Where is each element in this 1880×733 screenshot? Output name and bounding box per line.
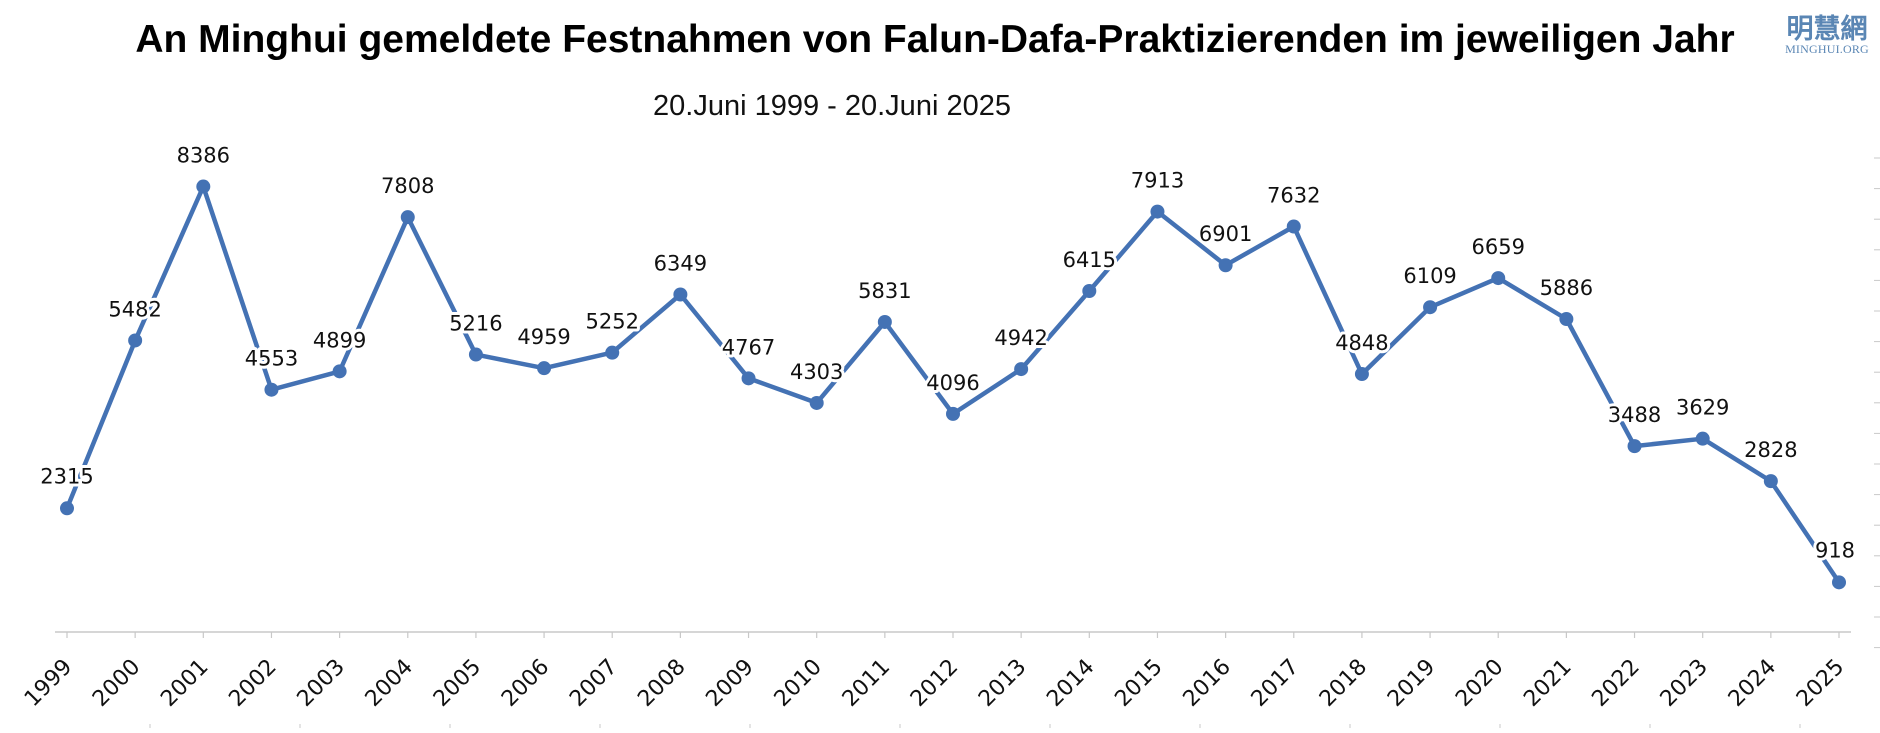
data-point	[1014, 362, 1029, 377]
data-label: 3488	[1608, 403, 1661, 427]
data-point	[1559, 312, 1574, 327]
x-tick-label: 2018	[1315, 655, 1372, 712]
data-point	[196, 179, 211, 194]
x-tick-label: 2019	[1383, 655, 1440, 712]
x-tick-label: 2004	[361, 655, 418, 712]
data-point	[1286, 219, 1301, 234]
data-label: 4096	[926, 371, 979, 395]
logo-chinese-text: 明慧網	[1787, 13, 1868, 45]
data-label: 7632	[1267, 184, 1320, 208]
data-point	[673, 287, 688, 302]
data-label: 8386	[177, 144, 230, 168]
x-tick-label: 2023	[1656, 655, 1713, 712]
data-label: 3629	[1676, 396, 1729, 420]
x-tick-label: 2012	[906, 655, 963, 712]
right-axis-ticks	[1874, 157, 1880, 649]
data-label: 4942	[994, 326, 1047, 350]
data-point	[1695, 431, 1710, 446]
x-tick-label: 2013	[974, 655, 1031, 712]
x-tick-label: 2001	[156, 655, 213, 712]
data-point	[468, 347, 483, 362]
x-tick-label: 2002	[224, 655, 281, 712]
data-label: 4303	[790, 360, 843, 384]
x-tick-label: 2000	[88, 655, 145, 712]
data-labels: 2315 5482 8386 4553 4899 7808 5216 4959 5252 6349…	[37, 141, 1858, 566]
data-point	[605, 345, 620, 360]
data-label: 4899	[313, 328, 366, 352]
data-point	[128, 333, 143, 348]
x-tick-label: 2016	[1179, 655, 1236, 712]
data-point	[60, 501, 74, 516]
data-label: 6109	[1403, 264, 1456, 288]
data-point	[1423, 300, 1438, 315]
x-tick-label: 2017	[1247, 655, 1304, 712]
data-label: 6349	[654, 252, 707, 276]
data-point	[1491, 271, 1506, 286]
x-tick-label: 2009	[702, 655, 759, 712]
data-point	[1218, 258, 1233, 273]
data-point	[400, 210, 415, 225]
x-tick-label: 2022	[1588, 655, 1645, 712]
x-tick-label: 2021	[1519, 655, 1576, 712]
x-tick-label: 2011	[838, 655, 895, 712]
x-tick-label: 2008	[633, 655, 690, 712]
data-label: 5482	[108, 297, 161, 321]
data-label: 6901	[1199, 222, 1252, 246]
data-label: 4767	[722, 335, 775, 359]
data-point	[537, 361, 552, 376]
x-tick-label: 2007	[565, 655, 622, 712]
x-tick-label: 2003	[293, 655, 350, 712]
data-label: 6659	[1472, 235, 1525, 259]
data-label: 5252	[586, 310, 639, 334]
data-label: 4959	[517, 325, 570, 349]
x-tick-label: 2015	[1110, 655, 1167, 712]
data-label: 2315	[40, 464, 93, 488]
data-point	[946, 406, 960, 421]
data-label: 4848	[1335, 331, 1388, 355]
data-point	[1082, 284, 1097, 299]
x-axis: 1999 2000 2001 2002 2003 2004 2005 2006 2007 2008…	[20, 631, 1851, 728]
x-tick-label: 2006	[497, 655, 554, 712]
x-tick-label: 2020	[1451, 655, 1508, 712]
data-label: 5831	[858, 279, 911, 303]
data-point	[741, 371, 756, 386]
data-points	[60, 179, 1846, 590]
data-label: 2828	[1744, 438, 1797, 462]
data-label: 918	[1815, 538, 1855, 562]
x-tick-label: 2025	[1792, 655, 1849, 712]
minghui-logo: 明慧網 MINGHUI.ORG	[1785, 13, 1869, 56]
data-label: 5886	[1540, 276, 1593, 300]
x-tick-label: 2005	[429, 655, 486, 712]
data-point	[1150, 204, 1165, 219]
data-point	[1354, 367, 1369, 382]
data-point	[809, 395, 824, 410]
data-point	[1832, 575, 1846, 590]
data-point	[332, 364, 347, 379]
data-label: 7913	[1131, 169, 1184, 193]
data-point	[877, 314, 892, 329]
logo-latin-text: MINGHUI.ORG	[1785, 42, 1869, 56]
chart-subtitle: 20.Juni 1999 - 20.Juni 2025	[653, 90, 1011, 122]
data-label: 7808	[381, 174, 434, 198]
x-tick-label: 2010	[770, 655, 827, 712]
x-tick-label: 2014	[1042, 655, 1099, 712]
data-point	[264, 382, 279, 397]
data-label: 6415	[1063, 248, 1116, 272]
data-label: 4553	[245, 347, 298, 371]
data-label: 5216	[449, 312, 502, 336]
data-point	[1763, 474, 1778, 489]
data-point	[1627, 439, 1642, 454]
x-tick-label: 2024	[1724, 655, 1781, 712]
chart-title: An Minghui gemeldete Festnahmen von Falu…	[135, 18, 1734, 61]
x-tick-label: 1999	[20, 655, 77, 712]
